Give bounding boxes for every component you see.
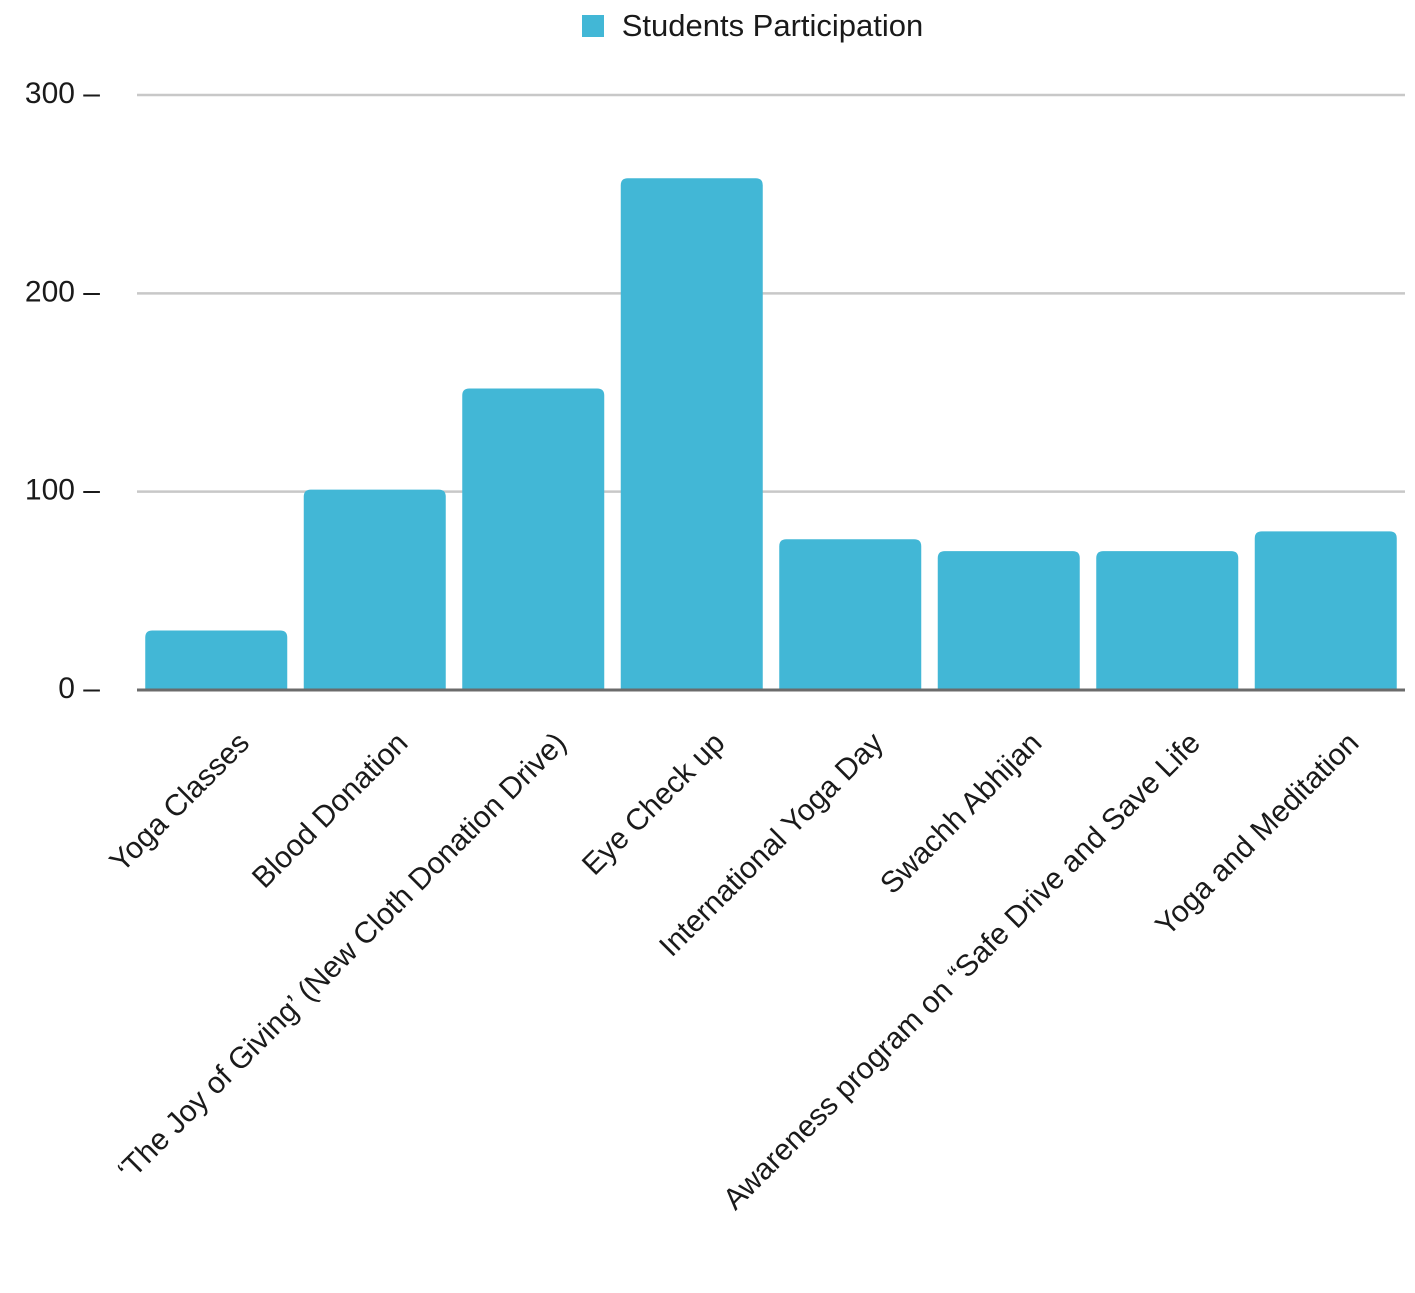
legend-swatch [581,15,604,37]
bar [303,489,446,690]
bar [1254,531,1397,690]
bar [462,388,605,690]
bar [145,630,288,690]
legend-label: Students Participation [621,8,924,43]
legend: Students Participation [0,8,1415,44]
x-tick-label: Yoga Classes [104,726,256,878]
y-tick-label: 300 – [25,77,100,110]
bar [937,551,1080,690]
bar [1096,551,1239,690]
y-tick-label: 0 – [58,672,100,705]
x-tick-label: Blood Donation [246,726,414,894]
y-tick-label: 100 – [25,474,100,507]
x-tick-label: Eye Check up [576,726,731,881]
bar [620,178,763,691]
bar [779,539,922,690]
y-tick-label: 200 – [25,275,100,308]
x-tick-label: Swachh Abhijan [874,726,1048,900]
